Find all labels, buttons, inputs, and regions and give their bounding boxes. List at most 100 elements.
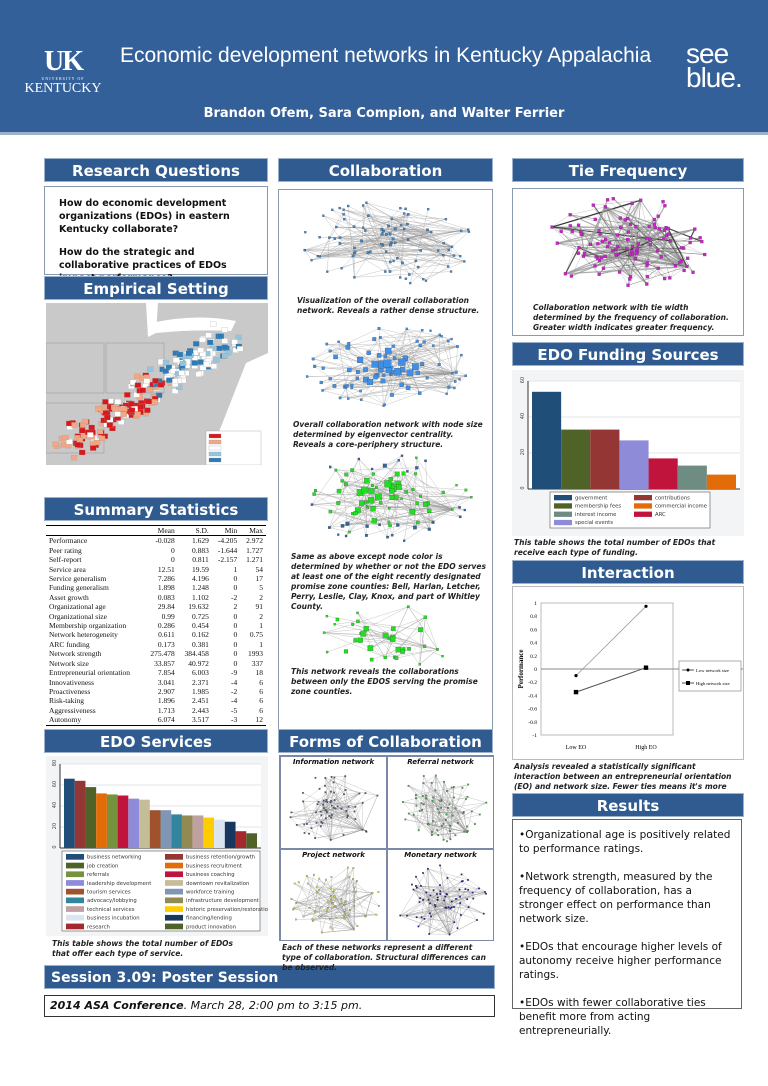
network-node	[378, 523, 381, 527]
network-node	[333, 776, 336, 779]
network-edge	[605, 206, 655, 225]
legend-swatch	[66, 914, 84, 921]
county	[157, 382, 165, 388]
network-node	[427, 898, 430, 901]
session-heading: Session 3.09: Poster Session	[44, 965, 495, 989]
network-edge	[319, 254, 444, 257]
legend-label: historic preservation/restoration	[186, 907, 268, 913]
x-tick-label: High EO	[635, 745, 657, 751]
network-edge	[657, 247, 682, 252]
network-node	[420, 802, 423, 805]
network-edge	[447, 878, 451, 909]
network-node	[577, 246, 581, 250]
network-edge	[640, 200, 682, 261]
network-edge	[316, 795, 378, 824]
network-node	[397, 459, 400, 462]
table-row: Risk-taking 1.896 2.451 -4 6	[46, 696, 266, 705]
network-node	[375, 486, 378, 489]
uk-logo-mark: UK	[44, 46, 84, 77]
legend-swatch	[165, 862, 183, 869]
network-node	[432, 889, 435, 892]
network-node	[605, 198, 610, 202]
network-node	[387, 520, 391, 524]
table-cell: 0.083	[157, 592, 175, 602]
network-node	[418, 343, 422, 348]
network-edge	[304, 776, 346, 825]
network-edge	[296, 824, 331, 841]
table-cell: 1.102	[191, 592, 209, 602]
network-node	[634, 225, 638, 229]
network-node	[391, 626, 396, 631]
network-node	[317, 801, 320, 803]
network-node	[404, 818, 407, 821]
network-node	[344, 482, 348, 487]
network-edge	[311, 504, 380, 526]
network-edge	[374, 497, 472, 521]
network-edge	[392, 637, 443, 657]
network-node	[305, 875, 308, 877]
network-edge	[351, 470, 380, 525]
network-node	[455, 897, 457, 900]
network-node	[626, 237, 630, 242]
network-node	[648, 243, 653, 247]
network-edge	[418, 891, 441, 927]
legend-label: downtown revitalization	[186, 881, 249, 887]
network-node	[337, 340, 340, 343]
row-label: Self-report	[49, 555, 82, 565]
table-row: Autonomy 6.074 3.517 -3 12	[46, 715, 266, 726]
information-network-panel: Information network	[280, 756, 387, 849]
network-node	[439, 864, 441, 867]
monetary-network-panel: Monetary network	[387, 849, 494, 941]
network-node	[462, 812, 465, 815]
network-node	[392, 356, 397, 360]
network-edge	[406, 328, 453, 374]
network-edge	[359, 337, 381, 361]
results-heading: Results	[512, 793, 744, 817]
y-tick-label: -1	[532, 733, 537, 739]
bar-leadership-development	[128, 798, 140, 848]
network-node	[383, 403, 386, 406]
county	[112, 406, 119, 412]
network-edge	[294, 883, 350, 916]
legend-box	[549, 491, 711, 529]
network-edge	[303, 801, 328, 803]
network-edge	[316, 886, 334, 893]
county	[66, 420, 73, 427]
network-node	[432, 820, 435, 822]
network-edge	[354, 254, 444, 278]
network-node	[444, 906, 447, 909]
network-node	[329, 918, 331, 920]
network-node	[471, 891, 474, 894]
network-edge	[331, 776, 345, 795]
row-label: ARC funding	[49, 639, 90, 649]
network-edge	[417, 509, 453, 523]
referral-network-graph	[402, 774, 488, 843]
network-edge	[446, 889, 460, 908]
network-node	[330, 790, 332, 793]
network-node	[359, 500, 365, 506]
network-edge	[323, 800, 326, 819]
network-node	[439, 890, 442, 893]
network-edge	[330, 511, 368, 527]
network-edge	[405, 819, 429, 825]
network-node	[406, 238, 410, 241]
network-node	[568, 224, 572, 228]
network-node	[693, 227, 697, 231]
network-edge	[388, 521, 430, 530]
network-node	[563, 272, 568, 276]
county	[166, 377, 173, 383]
network-node	[365, 830, 367, 832]
legend-swatch	[554, 503, 572, 509]
network-edge	[293, 891, 357, 909]
county	[216, 345, 223, 352]
network-node	[311, 357, 315, 361]
network-edge	[360, 369, 390, 392]
table-cell: 1	[259, 621, 263, 631]
information-network-label: Information network	[292, 758, 375, 766]
table-cell: -4	[231, 677, 238, 687]
network-node	[310, 827, 313, 830]
county	[221, 338, 228, 344]
network-node	[423, 502, 428, 507]
network-edge	[325, 777, 360, 794]
